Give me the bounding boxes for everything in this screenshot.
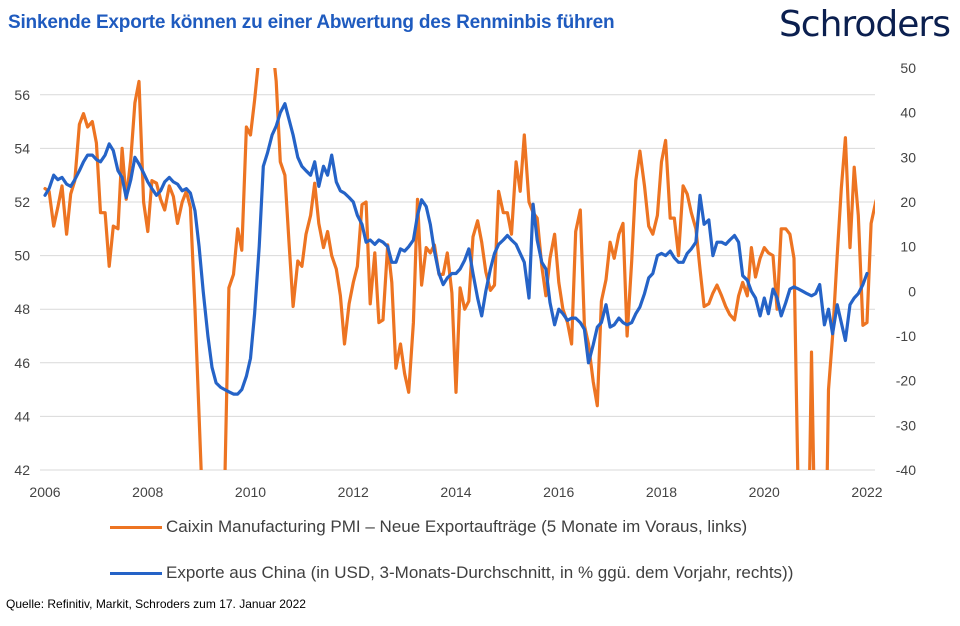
x-tick-label: 2022 (851, 484, 882, 500)
right-tick-label: -20 (896, 373, 916, 389)
schroders-logo: Schroders (778, 4, 951, 45)
left-axis: 42 44 46 48 50 52 54 56 (14, 87, 30, 478)
x-tick-label: 2020 (749, 484, 780, 500)
left-tick-label: 56 (14, 87, 30, 103)
x-tick-label: 2012 (338, 484, 369, 500)
legend-swatch-blue (110, 571, 162, 575)
x-tick-label: 2010 (235, 484, 266, 500)
x-tick-label: 2016 (543, 484, 574, 500)
source-note: Quelle: Refinitiv, Markit, Schroders zum… (6, 597, 306, 611)
right-tick-label: 20 (900, 194, 916, 210)
right-axis: -40 -30 -20 -10 0 10 20 30 40 50 (896, 60, 916, 478)
legend-item-pmi: Caixin Manufacturing PMI – Neue Exportau… (110, 517, 747, 537)
right-tick-label: 40 (900, 105, 916, 121)
x-tick-label: 2006 (29, 484, 60, 500)
right-tick-label: 10 (900, 239, 916, 255)
series-group (43, 68, 875, 470)
left-tick-label: 46 (14, 355, 30, 371)
right-tick-label: -40 (896, 462, 916, 478)
left-tick-label: 50 (14, 248, 30, 264)
line-chart: 42 44 46 48 50 52 54 56 -40 -30 -20 -10 0 10 20 30 40 50… (14, 60, 916, 500)
left-tick-label: 54 (14, 140, 30, 156)
exports-series-line (43, 102, 869, 396)
x-tick-label: 2018 (646, 484, 677, 500)
right-tick-label: -10 (896, 328, 916, 344)
right-tick-label: 0 (908, 283, 916, 299)
right-tick-label: 50 (900, 60, 916, 76)
legend-label-pmi: Caixin Manufacturing PMI – Neue Exportau… (166, 517, 748, 536)
right-tick-label: 30 (900, 149, 916, 165)
legend-swatch-orange (110, 525, 162, 529)
legend-item-exports: Exporte aus China (in USD, 3-Monats-Durc… (110, 563, 793, 583)
left-tick-label: 44 (14, 408, 30, 424)
pmi-series-line (43, 68, 875, 470)
left-tick-label: 42 (14, 462, 30, 478)
legend-label-exports: Exporte aus China (in USD, 3-Monats-Durc… (166, 563, 794, 582)
chart-title: Sinkende Exporte können zu einer Abwertu… (8, 12, 615, 33)
right-tick-label: -30 (896, 417, 916, 433)
left-tick-label: 52 (14, 194, 30, 210)
x-axis: 2006 2008 2010 2012 2014 2016 2018 2020 2022 (29, 484, 882, 500)
x-tick-label: 2008 (132, 484, 163, 500)
x-tick-label: 2014 (440, 484, 471, 500)
left-tick-label: 48 (14, 301, 30, 317)
